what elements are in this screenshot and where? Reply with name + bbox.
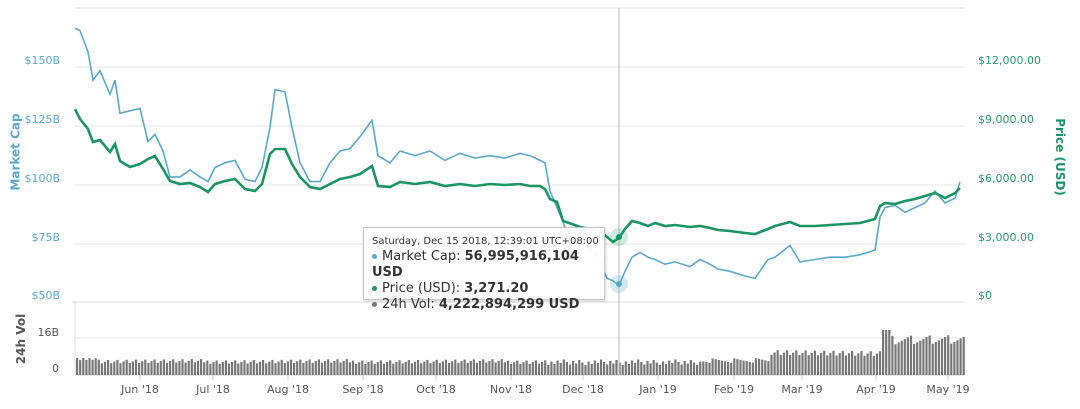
volume-axis-title: 24h Vol	[14, 313, 29, 365]
tooltip-date: Saturday, Dec 15 2018, 12:39:01 UTC+08:0…	[372, 236, 599, 247]
right-tick: $0	[978, 289, 992, 302]
left-tick: $100B	[24, 172, 60, 185]
price-dot-icon	[372, 286, 377, 291]
left-tick: $150B	[24, 54, 60, 67]
volume-bars	[76, 330, 965, 375]
x-tick: Dec '18	[562, 383, 604, 396]
right-tick: $9,000.00	[978, 113, 1034, 126]
right-tick: $6,000.00	[978, 172, 1034, 185]
left-tick: $50B	[31, 289, 60, 302]
market-cap-dot-icon	[372, 254, 377, 259]
tooltip-price: Price (USD): 3,271.20	[372, 281, 604, 297]
x-tick: Aug '18	[267, 383, 309, 396]
market-cap-marker	[616, 281, 622, 287]
volume-dot-icon	[372, 302, 377, 307]
volume-tick: 0	[52, 362, 59, 375]
market-cap-line[interactable]	[74, 27, 961, 287]
grid-lines	[72, 7, 965, 380]
x-tick: May '19	[926, 383, 970, 396]
price-marker	[616, 234, 622, 240]
tooltip-market-cap: Market Cap: 56,995,916,104 USD	[372, 249, 579, 280]
right-axis-title: Price (USD)	[1052, 118, 1067, 196]
x-tick: Mar '19	[781, 383, 823, 396]
x-tick: Jul '18	[196, 383, 230, 396]
left-tick: $125B	[24, 113, 60, 126]
tooltip-volume: 24h Vol: 4,222,894,299 USD	[372, 297, 604, 313]
x-tick: Nov '18	[490, 383, 532, 396]
x-tick: Apr '19	[856, 383, 896, 396]
left-axis-title: Market Cap	[8, 113, 23, 191]
volume-tick: 16B	[37, 326, 59, 339]
left-tick: $75B	[31, 231, 60, 244]
right-tick: $3,000.00	[978, 231, 1034, 244]
right-tick: $12,000.00	[978, 54, 1041, 67]
x-tick: Feb '19	[714, 383, 754, 396]
x-tick: Jun '18	[121, 383, 159, 396]
price-line[interactable]	[73, 108, 961, 244]
tooltip: Saturday, Dec 15 2018, 12:39:01 UTC+08:0…	[363, 227, 605, 312]
x-tick: Oct '18	[416, 383, 456, 396]
x-tick: Sep '18	[342, 383, 384, 396]
x-tick: Jan '19	[639, 383, 677, 396]
